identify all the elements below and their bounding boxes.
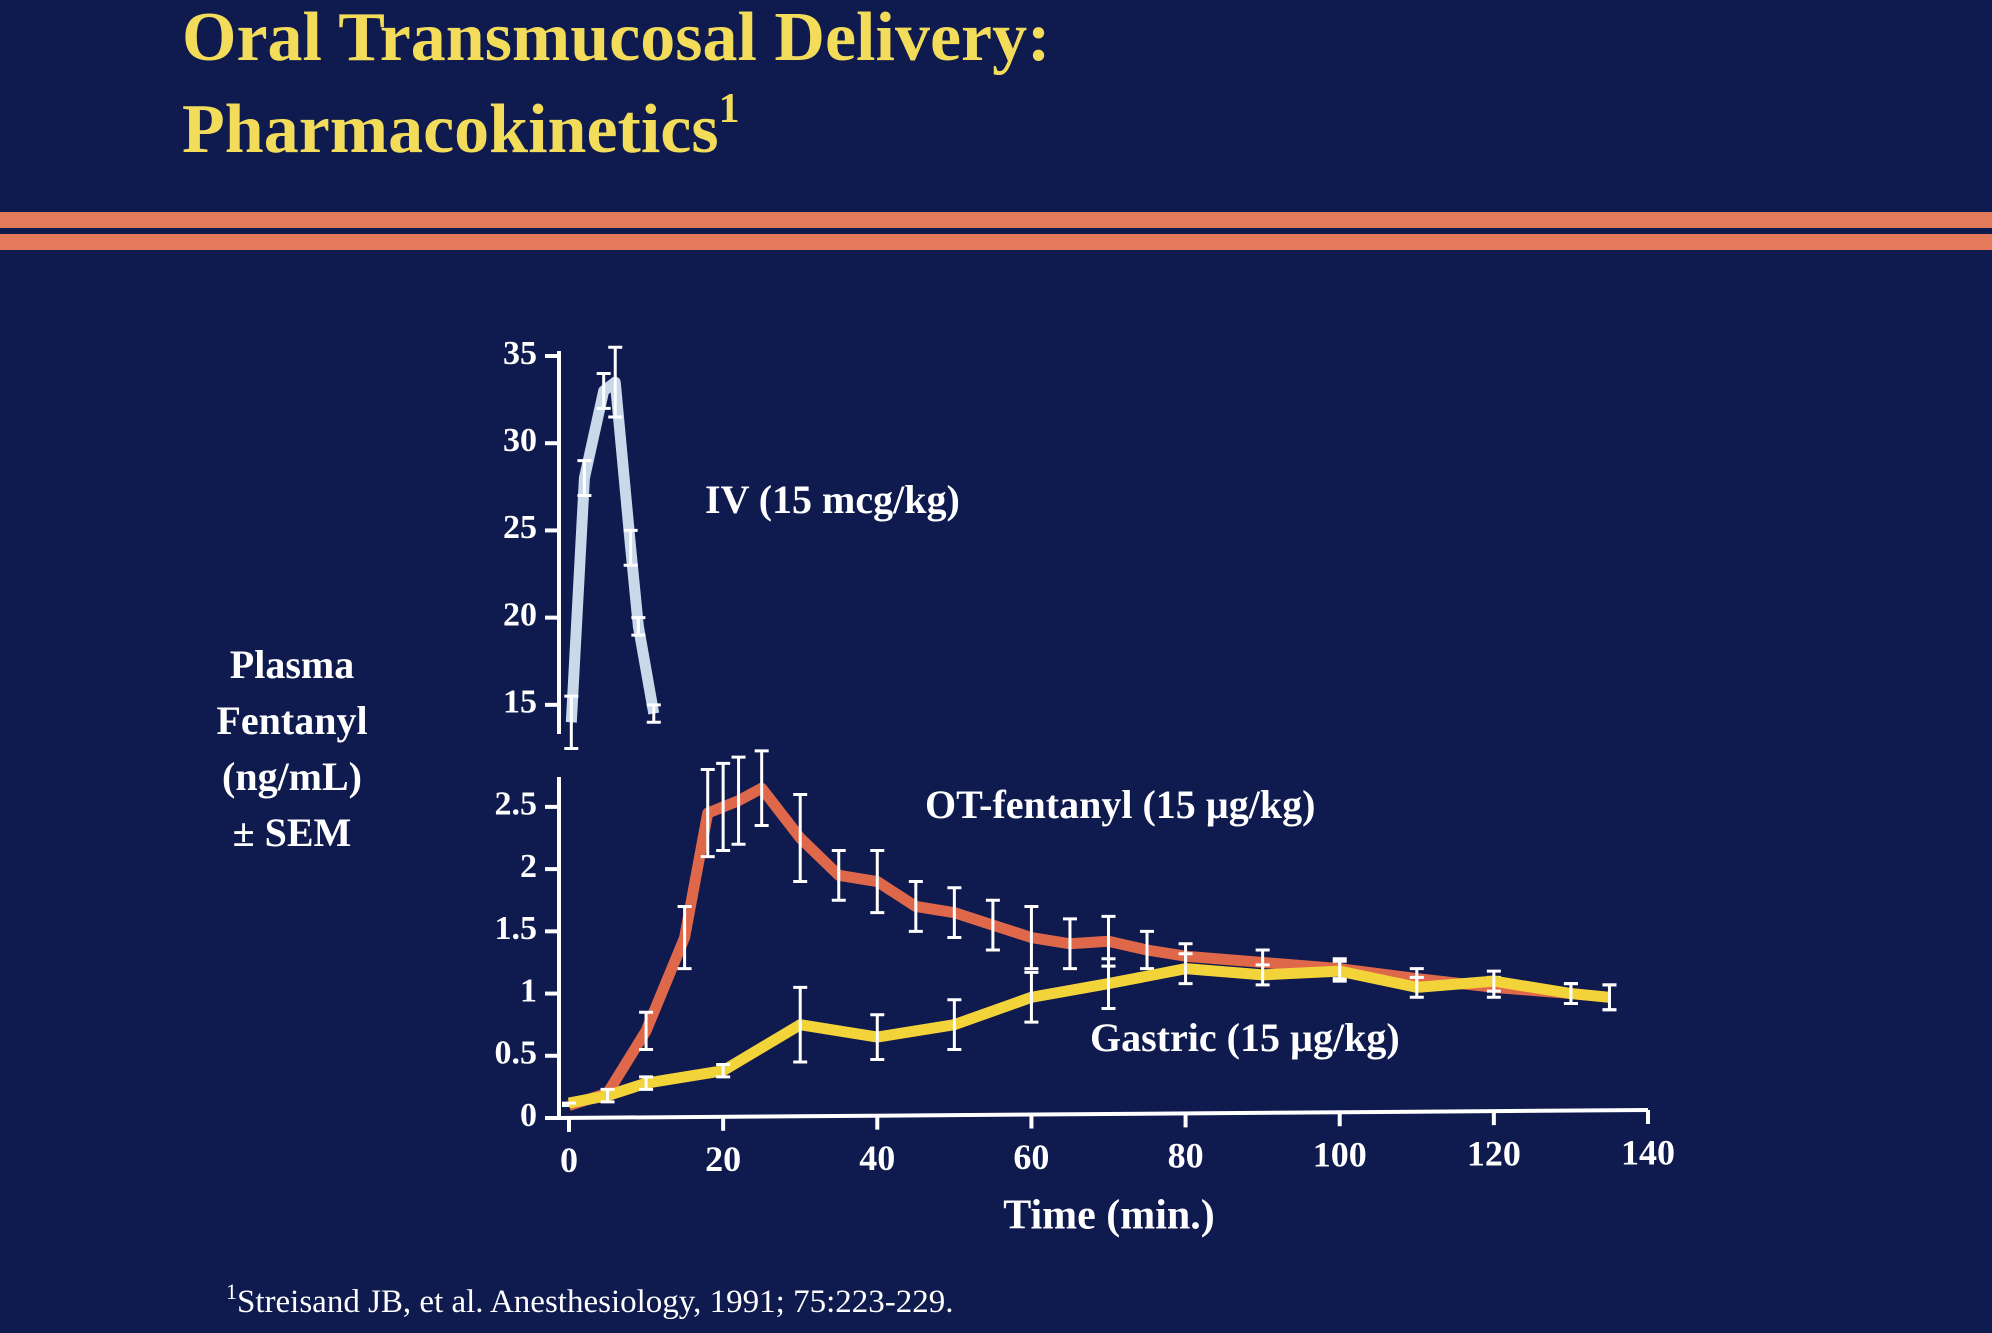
error-bar xyxy=(623,528,638,567)
y-tick-label: 2.5 xyxy=(495,786,538,823)
series-line xyxy=(567,963,1610,1109)
error-bar xyxy=(870,848,885,915)
y-tick-label: 0.5 xyxy=(495,1035,538,1072)
error-bar xyxy=(1062,917,1077,971)
y-tick-label: 1 xyxy=(520,972,537,1009)
y-tick-label: 0 xyxy=(520,1097,537,1134)
y-tick-label: 30 xyxy=(503,422,537,459)
error-bar xyxy=(793,985,808,1064)
error-bar xyxy=(831,848,846,902)
error-bar xyxy=(1101,957,1116,1010)
error-bar xyxy=(716,1062,731,1079)
y-axis-title: ± SEM xyxy=(233,810,352,855)
footnote-text: Streisand JB, et al. Anesthesiology, 199… xyxy=(237,1284,953,1320)
error-bar xyxy=(1332,959,1347,983)
series-label: IV (15 mcg/kg) xyxy=(705,477,960,522)
y-tick-label: 2 xyxy=(520,848,537,885)
error-bar xyxy=(1024,970,1039,1024)
y-axis-title: Plasma xyxy=(230,642,354,687)
y-axis-title: Fentanyl xyxy=(216,698,367,743)
error-bar xyxy=(1409,975,1424,999)
error-bar xyxy=(716,761,731,852)
x-tick-label: 100 xyxy=(1313,1135,1367,1175)
series-label: Gastric (15 µg/kg) xyxy=(1090,1015,1400,1060)
y-tick-label: 15 xyxy=(503,684,537,721)
x-tick-label: 140 xyxy=(1621,1132,1675,1172)
error-bar xyxy=(1140,929,1155,971)
y-tick-label: 35 xyxy=(503,335,537,372)
series-label: OT-fentanyl (15 µg/kg) xyxy=(925,782,1316,827)
error-bar xyxy=(608,345,623,419)
footnote: 1Streisand JB, et al. Anesthesiology, 19… xyxy=(226,1279,953,1320)
y-tick-label: 1.5 xyxy=(495,910,538,947)
y-tick-label: 25 xyxy=(503,509,537,546)
error-bar xyxy=(1024,904,1039,971)
error-bar xyxy=(793,792,808,884)
title-superscript: 1 xyxy=(719,86,740,132)
error-bar xyxy=(600,1087,615,1104)
error-bar xyxy=(577,459,592,498)
y-axis-title: (ng/mL) xyxy=(222,754,362,799)
x-tick-label: 60 xyxy=(1013,1137,1049,1177)
x-axis xyxy=(558,1108,1649,1120)
error-bar xyxy=(1178,952,1193,986)
x-tick-label: 0 xyxy=(560,1140,578,1180)
error-bar xyxy=(1486,969,1501,993)
title-text: Pharmacokinetics xyxy=(182,91,719,168)
error-bar xyxy=(677,904,692,971)
error-bar xyxy=(731,755,746,846)
error-bar xyxy=(631,616,646,637)
error-bar xyxy=(639,1075,654,1091)
x-tick-label: 20 xyxy=(705,1139,741,1179)
error-bar xyxy=(754,749,769,828)
error-bar xyxy=(700,768,715,859)
x-tick-label: 80 xyxy=(1168,1136,1204,1176)
divider-stripe xyxy=(0,212,1992,228)
footnote-marker: 1 xyxy=(226,1279,237,1304)
error-bar xyxy=(985,898,1000,952)
error-bar xyxy=(596,371,611,410)
error-bar xyxy=(564,694,579,750)
error-bar xyxy=(646,703,661,724)
y-tick-label: 20 xyxy=(503,596,537,633)
error-bar xyxy=(639,1010,654,1052)
title-line: Oral Transmucosal Delivery: xyxy=(182,0,1050,76)
error-bar xyxy=(947,886,962,940)
error-bar xyxy=(947,998,962,1052)
error-bar xyxy=(1563,982,1578,1006)
error-bar xyxy=(870,1013,885,1062)
x-tick-label: 40 xyxy=(859,1138,895,1178)
divider-stripe xyxy=(0,234,1992,250)
x-axis-title: Time (min.) xyxy=(1003,1193,1215,1239)
error-bar xyxy=(1602,983,1617,1012)
x-tick-label: 120 xyxy=(1467,1133,1521,1173)
error-bar xyxy=(908,880,923,933)
error-bar xyxy=(1255,963,1270,987)
title-line: Pharmacokinetics1 xyxy=(182,86,740,168)
